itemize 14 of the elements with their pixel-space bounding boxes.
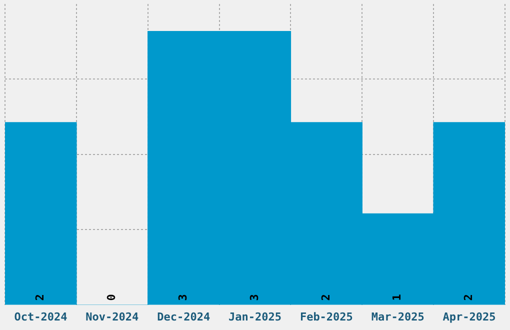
x-tick-label: Feb-2025: [300, 310, 353, 324]
data-label: 2: [319, 294, 332, 301]
x-tick-label: Dec-2024: [157, 310, 210, 324]
x-tick-label: Mar-2025: [371, 310, 424, 324]
data-label: 2: [462, 294, 476, 301]
data-label: 0: [105, 294, 118, 301]
x-tick-label: Jan-2025: [228, 310, 282, 324]
x-tick-label: Apr-2025: [442, 310, 496, 324]
data-label: 2: [34, 294, 47, 301]
data-label: 1: [390, 294, 404, 301]
data-label: 3: [176, 294, 190, 301]
x-tick-label: Oct-2024: [14, 310, 68, 324]
data-label: 3: [248, 294, 261, 301]
x-tick-label: Nov-2024: [86, 310, 140, 324]
